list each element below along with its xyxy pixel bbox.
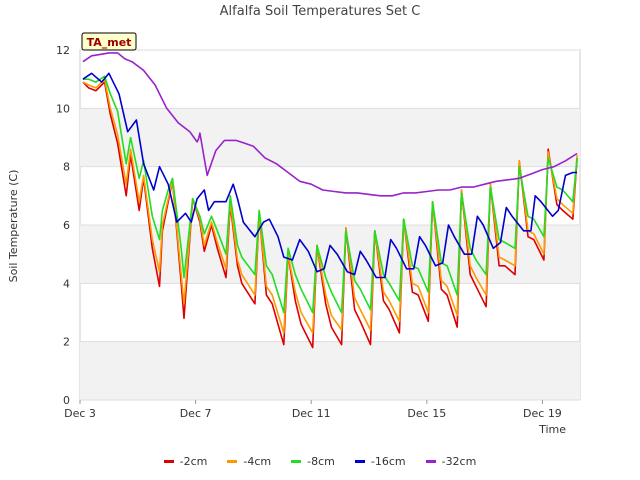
- y-tick-label: 0: [63, 394, 70, 407]
- y-tick-label: 8: [63, 161, 70, 174]
- legend-swatch: [291, 459, 302, 463]
- x-tick-label: Dec 19: [523, 407, 562, 420]
- legend-label: -16cm: [370, 454, 406, 468]
- y-axis-ticks: 0 2 4 6 8 10 12: [56, 44, 70, 407]
- y-tick-label: 12: [56, 44, 70, 57]
- x-tick-label: Dec 11: [292, 407, 331, 420]
- legend: -2cm -4cm -8cm -16cm -32cm: [0, 453, 640, 469]
- plot-band: [80, 108, 580, 167]
- series-lines: [82, 52, 578, 349]
- met-badge-box: [81, 32, 137, 51]
- legend-swatch: [163, 459, 174, 463]
- series-line-32cm: [82, 52, 578, 197]
- plot-band: [80, 341, 580, 400]
- x-axis-ticks: Dec 3 Dec 7 Dec 11 Dec 15 Dec 19: [64, 400, 562, 420]
- y-tick-label: 2: [63, 336, 70, 349]
- y-tick-label: 6: [63, 219, 70, 232]
- series-line-8cm: [82, 75, 578, 314]
- x-tick-label: Dec 3: [64, 407, 96, 420]
- y-tick-label: 4: [63, 277, 70, 290]
- legend-label: -8cm: [307, 454, 335, 468]
- met-badge: TA_met: [81, 32, 137, 51]
- legend-item: -16cm: [354, 453, 406, 469]
- legend-item: -2cm: [163, 453, 208, 469]
- x-tick-label: Dec 7: [180, 407, 212, 420]
- y-axis-label: Soil Temperature (C): [7, 170, 20, 283]
- legend-swatch: [425, 459, 436, 463]
- x-axis-label: Time: [538, 423, 566, 436]
- legend-label: -32cm: [441, 454, 477, 468]
- legend-item: -32cm: [425, 453, 477, 469]
- legend-swatch: [354, 459, 365, 463]
- y-tick-label: 10: [56, 102, 70, 115]
- legend-label: -2cm: [179, 454, 208, 468]
- series-line-16cm: [82, 72, 578, 279]
- met-badge-text: TA_met: [87, 36, 132, 49]
- chart-title: Alfalfa Soil Temperatures Set C: [220, 4, 421, 19]
- legend-label: -4cm: [243, 454, 272, 468]
- legend-swatch: [227, 459, 238, 463]
- x-tick-label: Dec 15: [407, 407, 446, 420]
- legend-item: -8cm: [291, 453, 335, 469]
- legend-item: -4cm: [227, 453, 271, 469]
